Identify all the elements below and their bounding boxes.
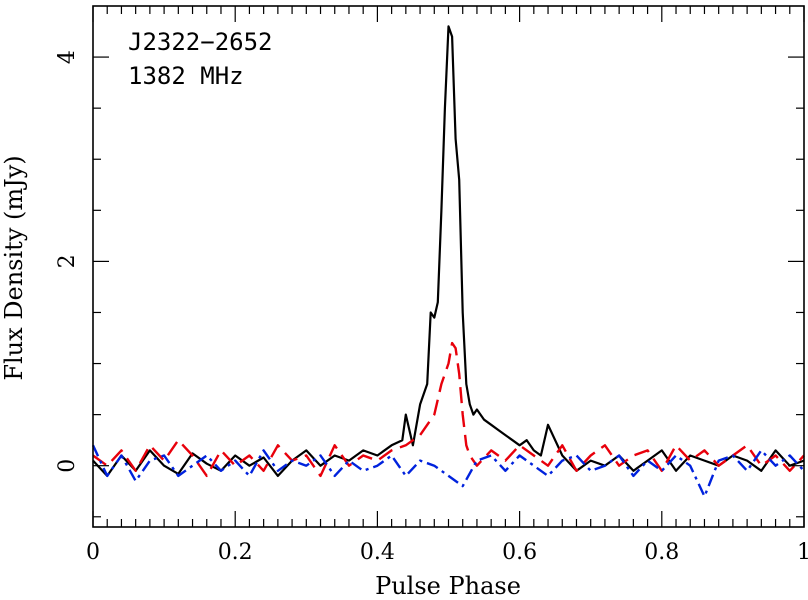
x-tick-label: 0.4 xyxy=(360,540,395,565)
y-tick-label: 2 xyxy=(55,254,80,268)
x-tick-label: 0.2 xyxy=(218,540,253,565)
total-intensity-line xyxy=(92,25,805,477)
pulsar-name-annotation: J2322−2652 xyxy=(128,28,273,56)
linear-polarization-line xyxy=(92,341,805,478)
x-tick-label: 0.8 xyxy=(644,540,679,565)
tick-labels-layer: 0 0.2 0.4 0.6 0.8 1 0 2 4 xyxy=(55,50,808,565)
y-tick-label: 0 xyxy=(55,459,80,473)
x-axis-label: Pulse Phase xyxy=(375,572,521,600)
x-tick-label: 1 xyxy=(797,540,808,565)
circular-polarization-line xyxy=(91,444,805,498)
x-tick-label: 0.6 xyxy=(502,540,537,565)
frequency-annotation: 1382 MHz xyxy=(128,62,244,90)
x-tick-label: 0 xyxy=(86,540,100,565)
curves-layer xyxy=(91,25,805,498)
y-tick-label: 4 xyxy=(55,50,80,64)
ticks-layer xyxy=(92,6,805,527)
y-axis-label: Flux Density (mJy) xyxy=(0,155,28,380)
